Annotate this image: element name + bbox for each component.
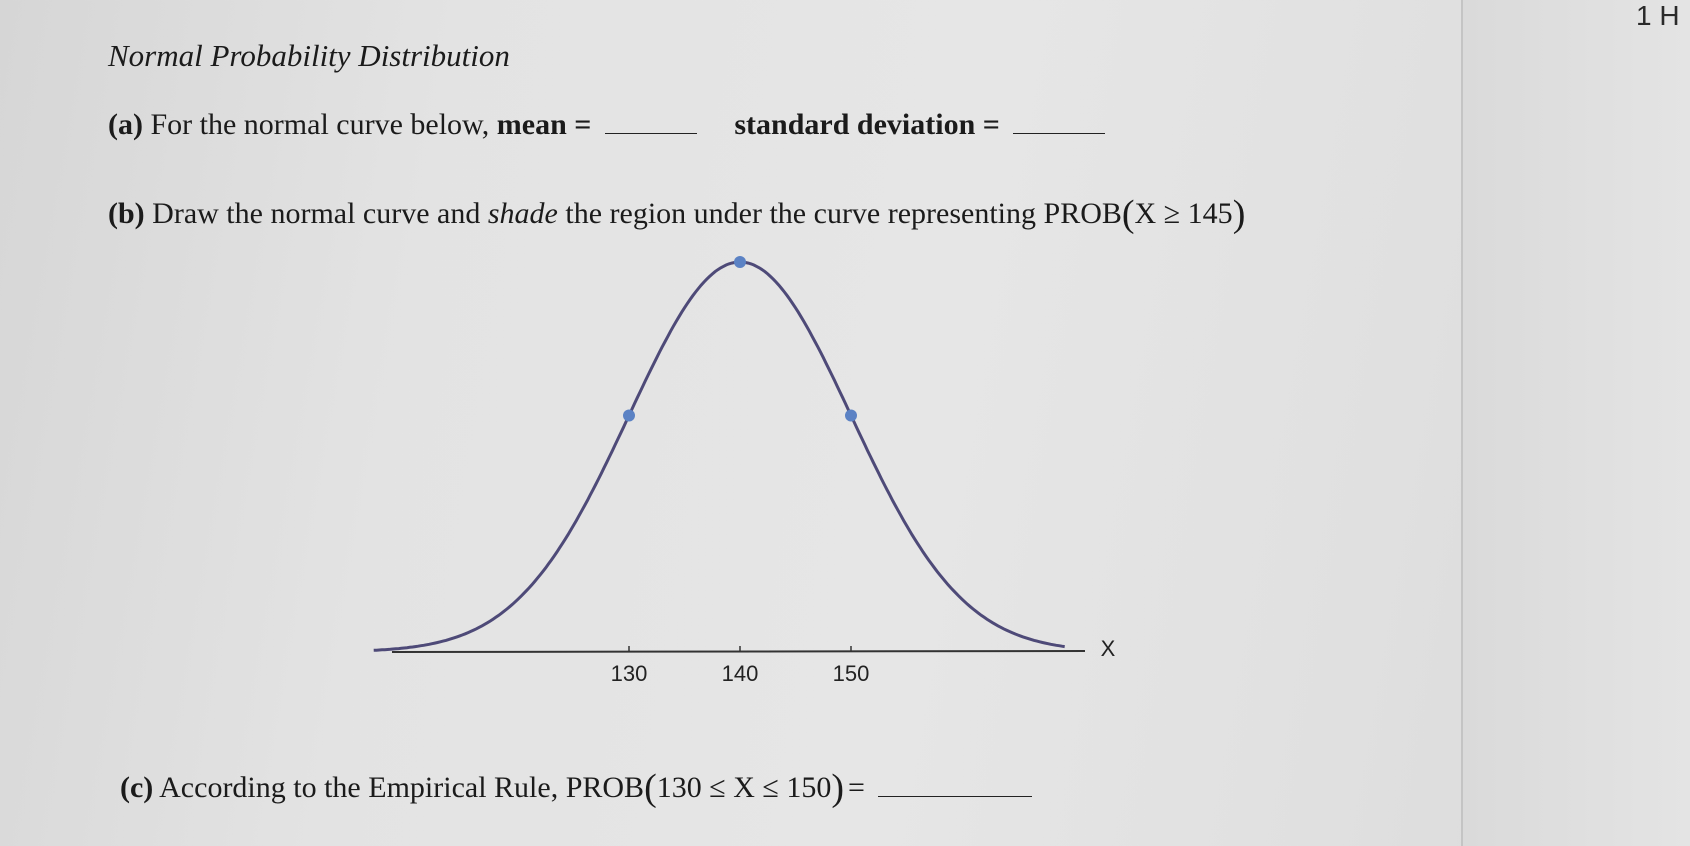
adjacent-page-edge [1461, 0, 1690, 846]
part-b-expression: X ≥ 145 [1134, 197, 1233, 230]
part-b-text-2: the region under the curve representing … [557, 197, 1122, 230]
normal-curve [373, 260, 1065, 652]
x-tick-label: 150 [833, 661, 870, 686]
sd-answer-blank[interactable] [1013, 132, 1106, 134]
mean-answer-blank[interactable] [604, 132, 697, 134]
page-corner-label: 1 H [1636, 0, 1680, 31]
inflection-point[interactable] [623, 409, 635, 422]
page-title: Normal Probability Distribution [108, 38, 510, 73]
part-b-label: (b) [108, 197, 145, 230]
x-axis: 130 140 150 X [391, 636, 1116, 686]
question-b: (b) Draw the normal curve and shade the … [108, 193, 1246, 235]
part-c-expression: 130 ≤ X ≤ 150 [656, 771, 832, 804]
part-c-text: According to the Empirical Rule, PROB [153, 771, 645, 804]
part-a-label: (a) [108, 108, 143, 141]
x-axis-label: X [1101, 636, 1116, 661]
empirical-answer-blank[interactable] [878, 795, 1033, 797]
sd-label: standard deviation = [734, 108, 1000, 141]
shade-word: shade [487, 197, 558, 230]
part-c-label: (c) [120, 771, 154, 804]
question-c: (c) According to the Empirical Rule, PRO… [120, 766, 1033, 810]
x-axis-line [391, 650, 1086, 653]
x-tick-label: 140 [722, 661, 759, 686]
part-a-text: For the normal curve below, [142, 108, 497, 141]
mean-label: mean = [496, 108, 592, 141]
question-a: (a) For the normal curve below, mean = s… [108, 108, 1106, 142]
part-b-text-1: Draw the normal curve and [144, 197, 488, 230]
inflection-point[interactable] [845, 409, 857, 422]
x-tick-label: 130 [611, 661, 648, 686]
part-c-equals: = [848, 771, 865, 804]
peak-point[interactable] [734, 256, 746, 268]
